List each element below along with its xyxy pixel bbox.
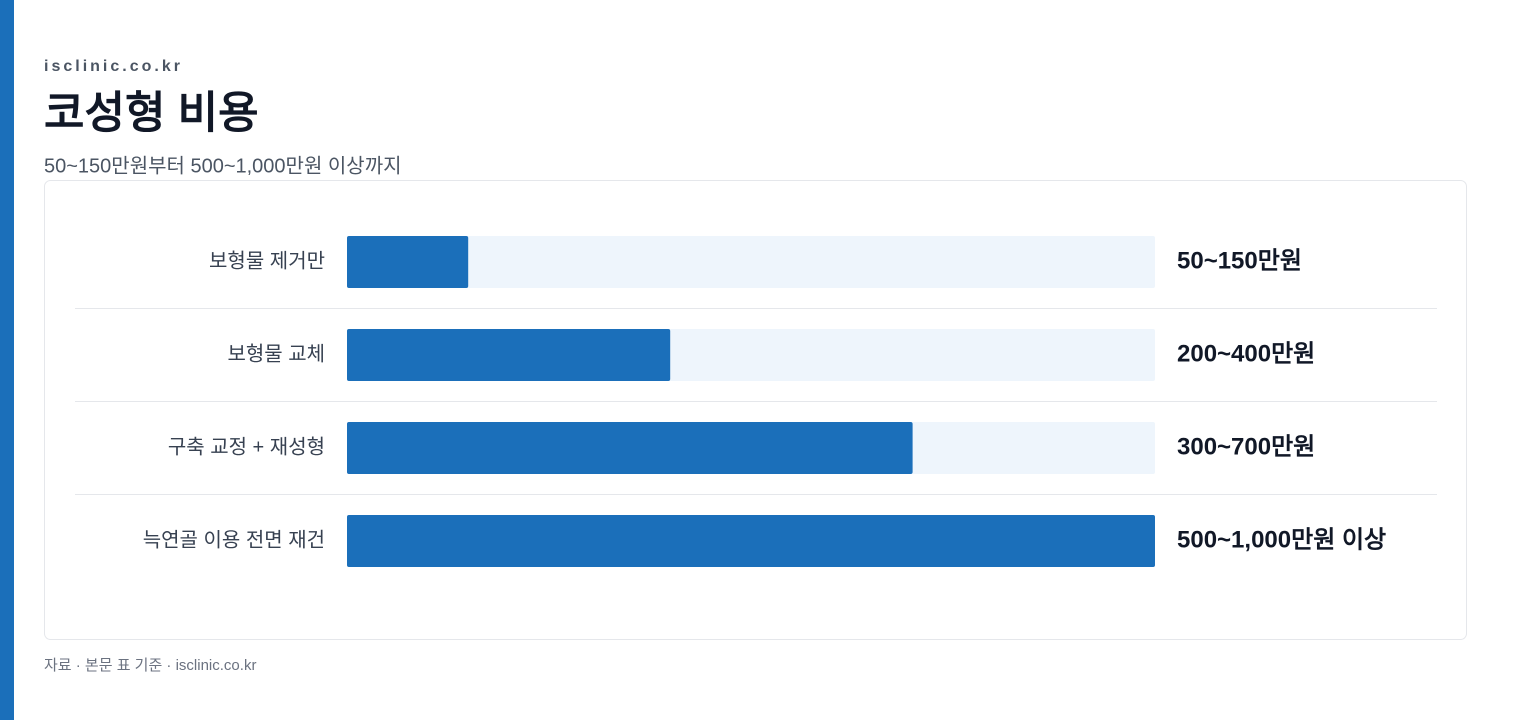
value-label: 500~1,000만원 이상: [1177, 526, 1386, 553]
value-label: 300~700만원: [1177, 433, 1315, 460]
value-label: 200~400만원: [1177, 340, 1315, 367]
category-label: 보형물 제거만: [209, 249, 325, 272]
value-label: 50~150만원: [1177, 247, 1302, 274]
bar: [347, 515, 1155, 567]
chart-subtitle: 50~150만원부터 500~1,000만원 이상까지: [44, 154, 402, 177]
bar: [347, 329, 671, 381]
category-label: 늑연골 이용 전면 재건: [143, 528, 325, 551]
site-label: isclinic.co.kr: [44, 58, 183, 75]
source-note: 자료 · 본문 표 기준 · isclinic.co.kr: [44, 657, 256, 674]
category-label: 보형물 교체: [227, 342, 325, 365]
bar-track: [347, 236, 1155, 288]
bar: [347, 422, 913, 474]
chart-title: 코성형 비용: [44, 89, 259, 138]
bar: [347, 236, 469, 288]
category-label: 구축 교정 + 재성형: [168, 435, 325, 458]
accent-bar: [0, 0, 14, 720]
